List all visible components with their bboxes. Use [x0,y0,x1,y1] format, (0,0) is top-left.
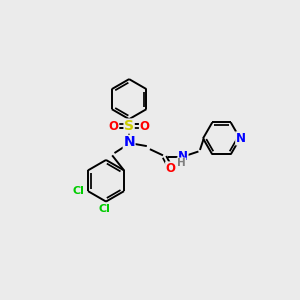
Text: S: S [124,119,134,133]
Text: N: N [178,150,188,164]
Text: H: H [177,158,186,168]
Text: N: N [123,135,135,149]
Text: N: N [236,132,246,145]
Text: O: O [140,120,149,133]
Text: O: O [109,120,119,133]
Text: Cl: Cl [73,186,85,196]
Text: O: O [166,162,176,175]
Text: Cl: Cl [98,204,110,214]
